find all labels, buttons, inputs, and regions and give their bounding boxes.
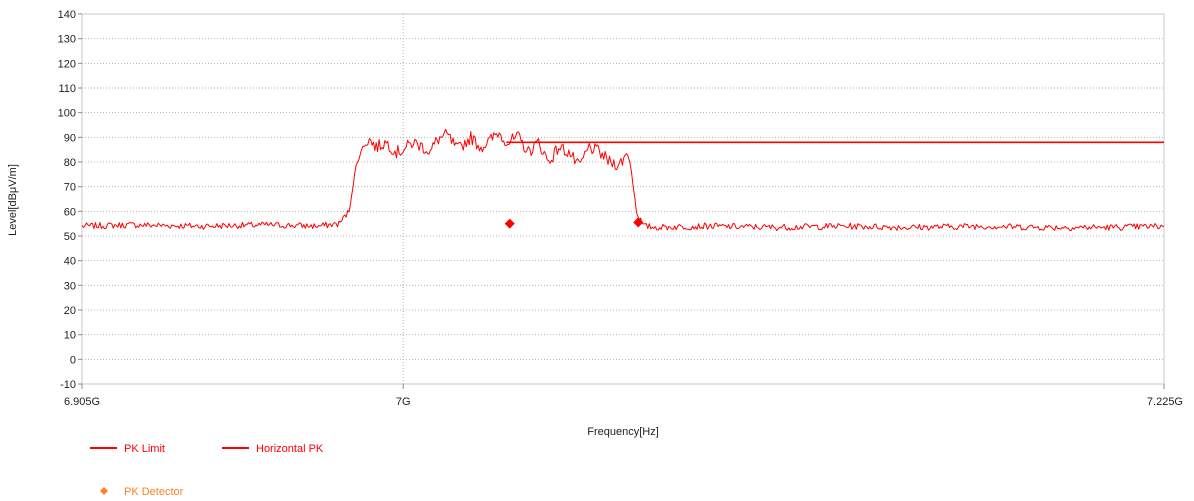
y-tick-label: 30 [64, 280, 76, 292]
plot-area [81, 13, 1165, 385]
pk-detector-marker[interactable] [633, 217, 644, 228]
grid-lines [82, 14, 1164, 384]
x-tick-label: 7.225G [1147, 396, 1183, 408]
legend-item-pk-limit[interactable]: PK Limit [90, 443, 165, 455]
x-tick-label: 6.905G [64, 396, 100, 408]
legend-swatch-pk-detector [100, 487, 108, 495]
series-layer [81, 128, 1165, 231]
legend: PK Limit Horizontal PK PK Detector [90, 443, 324, 498]
y-tick-label: 60 [64, 206, 76, 218]
y-tick-label: 10 [64, 330, 76, 342]
y-tick-label: 0 [70, 354, 76, 366]
y-tick-label: 100 [58, 108, 76, 120]
y-tick-label: 140 [58, 9, 76, 21]
y-tick-label: -10 [60, 379, 76, 391]
y-tick-label: 50 [64, 231, 76, 243]
y-tick-label: 20 [64, 305, 76, 317]
y-tick-label: 120 [58, 58, 76, 70]
y-tick-label: 90 [64, 132, 76, 144]
y-tick-label: 80 [64, 157, 76, 169]
y-tick-label: 110 [58, 83, 76, 95]
y-axis-title: Level[dBμV/m] [7, 164, 19, 236]
legend-item-pk-detector[interactable]: PK Detector [100, 486, 184, 498]
y-tick-label: 130 [58, 34, 76, 46]
marker-layer [504, 217, 644, 229]
x-tick-label: 7G [396, 396, 411, 408]
pk-detector-marker[interactable] [504, 218, 515, 229]
legend-label-pk-limit: PK Limit [124, 443, 165, 455]
legend-item-horizontal-pk[interactable]: Horizontal PK [222, 443, 324, 455]
legend-label-horizontal-pk: Horizontal PK [256, 443, 324, 455]
x-axis: 6.905G 7G 7.225G [64, 384, 1183, 408]
y-tick-label: 40 [64, 256, 76, 268]
series-line-horizontal-pk [81, 128, 1165, 231]
y-tick-label: 70 [64, 182, 76, 194]
y-axis: -10 0 10 20 30 40 50 60 70 80 90 100 110 120 130 140 [58, 9, 82, 391]
x-axis-title: Frequency[Hz] [587, 426, 659, 438]
plot-frame [81, 13, 1165, 385]
legend-label-pk-detector: PK Detector [124, 486, 184, 498]
